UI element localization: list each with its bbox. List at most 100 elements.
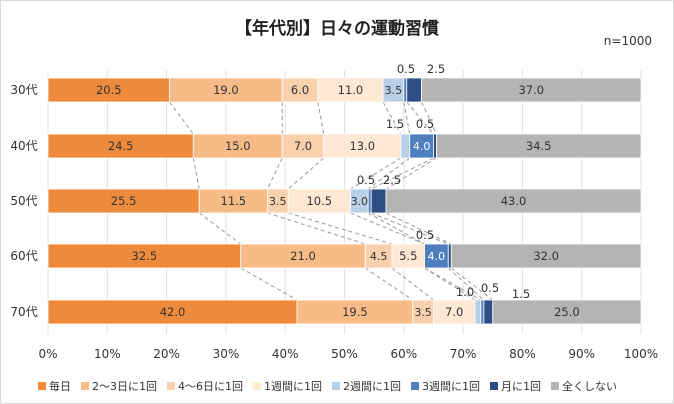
- data-label: 21.0: [290, 249, 316, 263]
- bar-segment: [400, 133, 411, 159]
- series-connector-line: [169, 101, 194, 135]
- series-connector-line: [367, 157, 411, 190]
- series-connector-line: [424, 267, 482, 301]
- data-label: 4.5: [370, 250, 388, 263]
- x-tick-label: 60%: [390, 347, 417, 361]
- series-connector-line: [367, 212, 425, 245]
- legend-item: 全くしない: [551, 378, 617, 394]
- series-connector-line: [450, 267, 494, 301]
- series-connector-line: [447, 267, 485, 301]
- series-connector-line: [385, 212, 452, 245]
- series-connector-line: [382, 101, 402, 135]
- bar-segment: [421, 77, 642, 103]
- series-connector-line: [350, 157, 402, 190]
- bar-segment: [240, 243, 366, 269]
- data-label: 0.5: [481, 281, 499, 295]
- bar-segment: [323, 133, 402, 159]
- data-label: 4.0: [428, 250, 446, 263]
- legend-swatch: [253, 382, 261, 390]
- series-connector-line: [266, 157, 283, 190]
- data-label: 7.0: [294, 139, 312, 153]
- legend-item: 2～3日に1回: [81, 378, 157, 394]
- legend-item: 3週間に1回: [411, 378, 480, 394]
- data-label: 37.0: [518, 83, 544, 97]
- data-label: 20.5: [96, 83, 122, 97]
- data-label: 11.5: [221, 194, 247, 208]
- legend-swatch: [332, 382, 340, 390]
- bar-segment: [47, 188, 200, 214]
- data-label: 11.0: [338, 83, 364, 97]
- bar-segment: [403, 77, 408, 103]
- series-connector-line: [403, 101, 411, 135]
- data-label: 3.5: [414, 306, 432, 319]
- bar-segment: [370, 188, 387, 214]
- series-connector-line: [421, 101, 437, 135]
- data-label: 0.5: [416, 117, 434, 131]
- category-label: 50代: [10, 194, 37, 208]
- bar-segment: [47, 243, 242, 269]
- data-label: 13.0: [349, 139, 375, 153]
- x-tick-label: 90%: [568, 347, 595, 361]
- data-label: 24.5: [108, 139, 134, 153]
- legend-swatch: [81, 382, 89, 390]
- data-label: 6.0: [291, 83, 309, 97]
- x-tick-label: 50%: [331, 347, 358, 361]
- data-label: 25.5: [111, 194, 137, 208]
- x-tick-label: 0%: [38, 347, 57, 361]
- data-label: 3.5: [385, 84, 403, 97]
- legend-label: 2～3日に1回: [92, 380, 157, 393]
- data-label: 19.0: [213, 83, 239, 97]
- legend-item: 月に1回: [490, 378, 541, 394]
- sample-size-label: n=1000: [603, 34, 652, 48]
- series-connector-line: [350, 212, 425, 245]
- legend-swatch: [38, 382, 46, 390]
- legend-swatch: [551, 382, 559, 390]
- data-label: 32.5: [132, 249, 158, 263]
- legend-label: 毎日: [49, 380, 71, 393]
- series-connector-line: [240, 267, 298, 301]
- series-connector-line: [198, 212, 242, 245]
- data-label: 34.5: [526, 139, 552, 153]
- data-label: 3.5: [269, 195, 287, 208]
- legend-item: 4～6日に1回: [167, 378, 243, 394]
- legend-label: 全くしない: [562, 380, 617, 393]
- bar-segment: [287, 188, 351, 214]
- category-label: 60代: [10, 249, 37, 263]
- legend-swatch: [167, 382, 175, 390]
- bar-segment: [474, 299, 482, 325]
- category-label: 40代: [10, 139, 37, 153]
- data-label: 15.0: [225, 139, 251, 153]
- series-connector-line: [287, 157, 325, 190]
- series-connector-line: [370, 212, 449, 245]
- bar-segment: [480, 299, 485, 325]
- legend-item: 1週間に1回: [253, 378, 322, 394]
- series-connector-line: [267, 212, 366, 245]
- data-label: 1.0: [456, 285, 474, 299]
- data-label: 4.0: [413, 140, 431, 153]
- bar-segment: [296, 299, 414, 325]
- bar-segment: [281, 133, 325, 159]
- data-label: 0.5: [416, 228, 434, 242]
- data-label: 43.0: [501, 194, 527, 208]
- data-label: 5.5: [399, 249, 417, 263]
- bar-segment: [433, 133, 437, 159]
- x-tick-label: 30%: [213, 347, 240, 361]
- bar-segment: [447, 243, 452, 269]
- data-label: 32.0: [533, 249, 559, 263]
- legend-label: 2週間に1回: [343, 380, 401, 393]
- bar-segment: [450, 243, 642, 269]
- data-label: 19.5: [342, 305, 368, 319]
- data-label: 25.0: [554, 305, 580, 319]
- legend-item: 毎日: [38, 378, 71, 394]
- bar-segment: [47, 133, 194, 159]
- bar-segment: [406, 77, 422, 103]
- bar-segment: [436, 133, 642, 159]
- bar-segment: [492, 299, 642, 325]
- bar-segment: [391, 243, 425, 269]
- data-label: 1.5: [512, 287, 530, 301]
- category-label: 70代: [10, 305, 37, 319]
- x-tick-label: 70%: [450, 347, 477, 361]
- data-label: 2.5: [427, 62, 445, 76]
- data-label: 0.5: [397, 62, 415, 76]
